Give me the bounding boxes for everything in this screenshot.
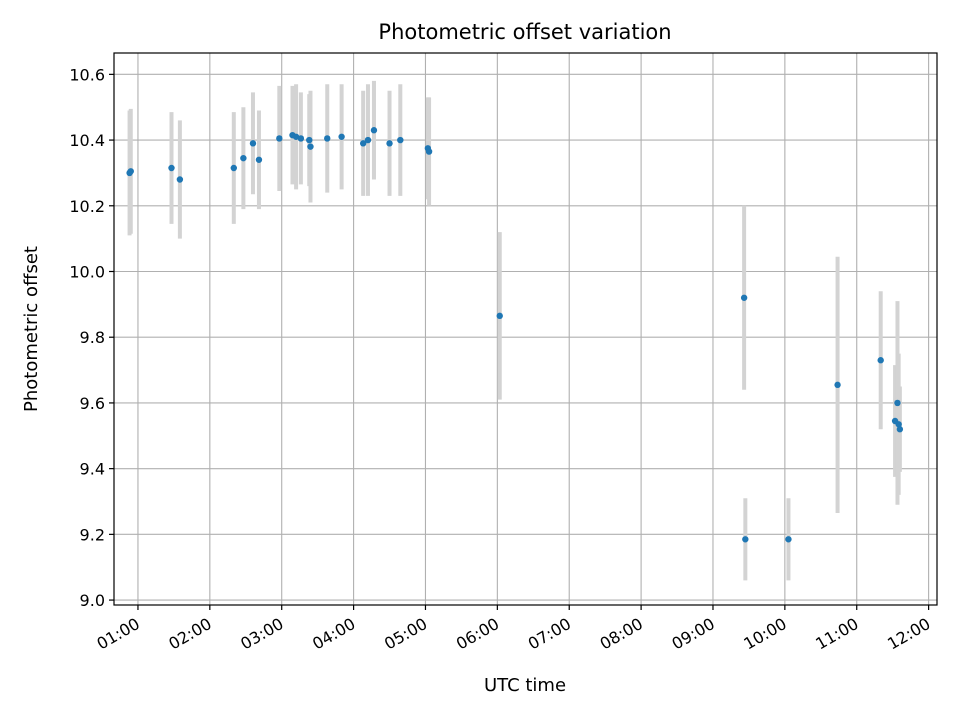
data-point: [230, 164, 237, 172]
data-point: [895, 421, 902, 428]
data-point: [370, 127, 378, 134]
data-point: [785, 536, 792, 543]
y-tick-label: 10.0: [69, 263, 105, 282]
data-point: [364, 136, 372, 144]
data-point: [176, 176, 184, 183]
data-point: [386, 140, 393, 147]
y-tick-label: 9.2: [80, 525, 105, 544]
x-tick-label: 03:00: [237, 614, 286, 654]
data-point: [276, 135, 283, 142]
y-axis-label: Photometric offset: [21, 246, 42, 412]
y-axis-ticks: 9.0 9.2 9.4 9.6 9.8 10.0 10.2 10.4 10.6: [69, 65, 114, 610]
x-tick-label: 10:00: [740, 614, 789, 654]
data-point: [359, 140, 367, 147]
x-tick-label: 12:00: [884, 614, 933, 654]
data-point: [740, 294, 748, 301]
data-point: [249, 140, 257, 147]
y-tick-label: 9.8: [80, 328, 105, 347]
y-tick-label: 10.6: [69, 65, 105, 84]
data-point: [496, 312, 503, 320]
y-tick-label: 10.4: [69, 131, 105, 150]
x-axis-ticks: 01:00 02:00 03:00 04:00 05:00 06:00 07:00 08:00…: [94, 605, 934, 654]
x-tick-label: 11:00: [812, 614, 861, 654]
data-point: [168, 164, 175, 172]
plot-frame: [113, 52, 938, 606]
y-tick-label: 9.0: [80, 591, 105, 610]
y-tick-label: 9.4: [80, 460, 105, 479]
data-point: [894, 399, 901, 407]
x-tick-label: 02:00: [165, 614, 214, 654]
data-point: [338, 133, 345, 140]
x-tick-label: 08:00: [597, 614, 646, 654]
data-point: [127, 168, 134, 175]
chart-title: Photometric offset variation: [378, 20, 671, 44]
data-point: [742, 536, 749, 543]
data-point: [307, 143, 314, 150]
data-point: [896, 426, 904, 433]
grid-lines: [114, 53, 937, 605]
x-tick-label: 07:00: [525, 614, 574, 654]
y-tick-label: 9.6: [80, 394, 105, 413]
x-tick-label: 04:00: [309, 614, 358, 654]
x-tick-label: 06:00: [453, 614, 502, 654]
data-point: [877, 357, 884, 364]
data-point: [834, 381, 841, 389]
data-point: [297, 135, 305, 142]
data-point: [240, 154, 247, 162]
data-point: [397, 136, 404, 144]
x-tick-label: 01:00: [94, 614, 143, 654]
x-tick-label: 09:00: [669, 614, 718, 654]
x-tick-label: 05:00: [381, 614, 430, 654]
data-point: [324, 135, 331, 142]
data-points: [126, 127, 904, 543]
data-point: [306, 136, 313, 144]
y-tick-label: 10.2: [69, 197, 105, 216]
data-point: [425, 148, 433, 155]
data-point: [255, 156, 263, 163]
x-axis-label: UTC time: [484, 675, 566, 696]
